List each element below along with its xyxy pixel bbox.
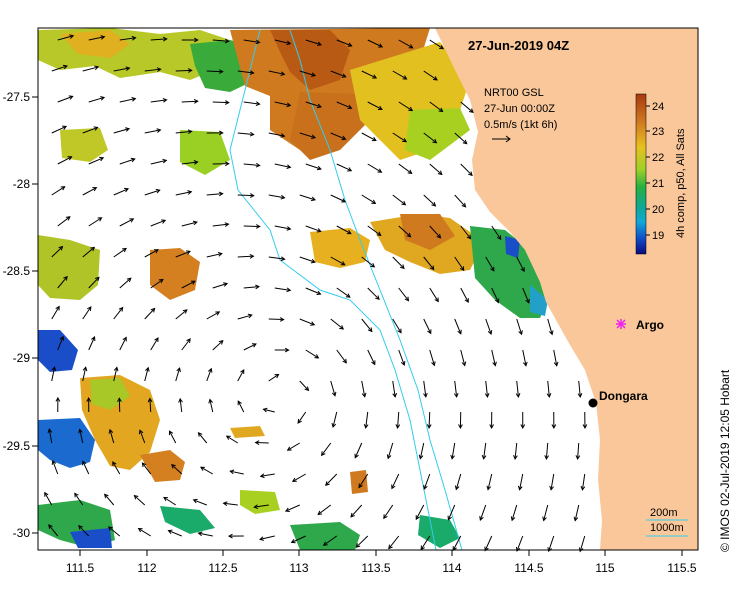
lon-tick: 112 [137,561,156,575]
dongara-marker [589,399,598,408]
lat-tick: -29 [13,351,31,365]
colorbar-tick: 24 [652,101,664,113]
lon-tick: 115 [595,561,614,575]
lon-tick: 113 [289,561,308,575]
current-vector [244,226,260,227]
lon-tick-labels: 111.5 112 112.5 113 113.5 114 114.5 115 … [66,561,697,575]
dongara-label: Dongara [599,389,648,403]
lat-tick: -29.5 [3,439,31,453]
vector-scale-label: 0.5m/s (1kt 6h) [484,119,557,131]
lon-tick: 111.5 [66,561,95,575]
isobath-200m-label: 200m [650,507,678,519]
colorbar-tick: 23 [652,126,664,138]
lat-tick: -27.5 [3,90,31,104]
colorbar-tick: 20 [652,204,664,216]
current-vector [176,70,192,71]
lon-tick: 112.5 [208,561,237,575]
colorbar-tick: 19 [652,230,664,242]
lon-tick: 114 [442,561,461,575]
current-vector [429,412,430,428]
current-vector [213,102,229,103]
lon-tick: 114.5 [514,561,543,575]
lon-tick: 115.5 [667,561,696,575]
current-vector [207,71,223,72]
sst-patch [230,426,265,438]
argo-label: Argo [636,318,664,332]
lat-tick: -30 [13,526,31,540]
colorbar-tick: 21 [652,178,664,190]
lat-tick: -28 [13,177,31,191]
product-name: NRT00 GSL [484,87,544,99]
current-vector [238,195,254,196]
lon-tick: 113.5 [361,561,390,575]
lat-tick: -28.5 [3,264,31,278]
colorbar-tick: 22 [652,152,664,164]
colorbar-label: 4h comp, p50, All Sats [675,128,687,238]
isobath-1000m-label: 1000m [650,522,684,534]
sst-patch [350,470,368,494]
product-time: 27-Jun 00:00Z [484,103,555,115]
current-vector [269,319,284,320]
lat-tick-labels: -27.5 -28 -28.5 -29 -29.5 -30 [3,90,31,540]
credit-text: © IMOS 02-Jul-2019 12:05 Hobart [718,369,732,552]
map-title: 27-Jun-2019 04Z [468,38,569,53]
argo-marker [616,319,626,329]
colorbar [636,94,646,254]
